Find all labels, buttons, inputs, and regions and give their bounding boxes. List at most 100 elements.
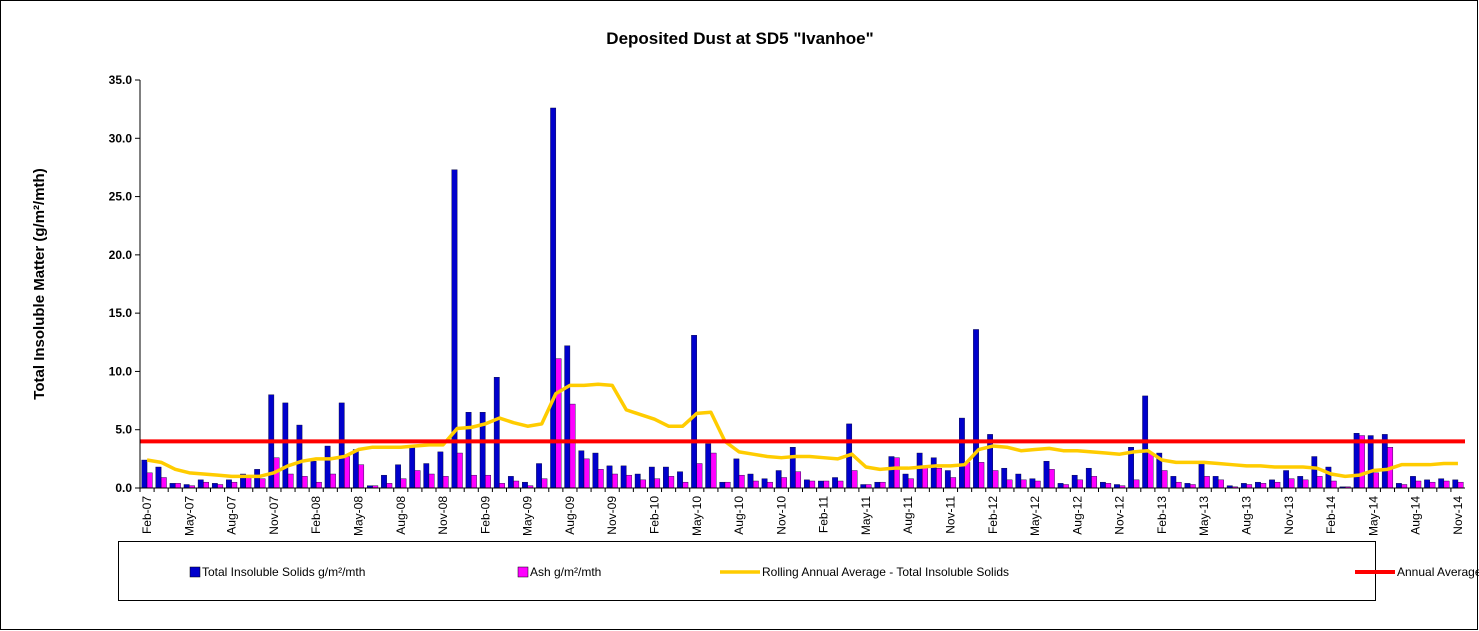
bar bbox=[648, 466, 655, 489]
y-tick-label: 30.0 bbox=[109, 131, 133, 145]
bar bbox=[705, 443, 712, 489]
bar bbox=[752, 480, 759, 489]
bar bbox=[1218, 479, 1224, 489]
bar bbox=[507, 476, 514, 489]
bar bbox=[175, 483, 181, 489]
bar bbox=[837, 480, 844, 489]
bar bbox=[1212, 476, 1219, 489]
bar bbox=[775, 470, 782, 489]
bar bbox=[1429, 481, 1436, 489]
bar bbox=[183, 484, 190, 489]
bar bbox=[1133, 479, 1140, 489]
bar bbox=[973, 329, 979, 489]
x-tick-label: Feb-07 bbox=[140, 496, 154, 534]
bar bbox=[141, 459, 148, 489]
bar bbox=[395, 464, 401, 489]
bar bbox=[832, 477, 838, 489]
x-tick-label: May-11 bbox=[859, 496, 873, 535]
bar bbox=[767, 481, 773, 489]
bar bbox=[1316, 476, 1323, 489]
legend-swatch bbox=[189, 566, 201, 578]
bar bbox=[428, 473, 435, 489]
bar bbox=[992, 470, 999, 489]
bar bbox=[823, 480, 830, 489]
bar bbox=[1063, 484, 1069, 489]
bar bbox=[569, 403, 576, 489]
bar bbox=[1114, 484, 1120, 489]
bar bbox=[1184, 483, 1191, 489]
bar bbox=[400, 478, 407, 489]
bar bbox=[522, 481, 528, 489]
bar bbox=[1015, 473, 1022, 489]
bar bbox=[950, 477, 957, 489]
bar bbox=[719, 481, 726, 489]
x-tick-label: Nov-09 bbox=[605, 496, 619, 535]
x-tick-label: Nov-11 bbox=[944, 496, 958, 534]
x-tick-label: May-13 bbox=[1197, 496, 1211, 536]
bar bbox=[936, 467, 942, 489]
x-tick-label: Aug-11 bbox=[901, 496, 915, 534]
y-tick-label: 10.0 bbox=[109, 364, 133, 378]
bar bbox=[1091, 476, 1098, 489]
bar bbox=[1246, 484, 1253, 489]
line bbox=[146, 382, 1458, 479]
bar bbox=[682, 481, 689, 489]
bar bbox=[146, 472, 153, 489]
bar bbox=[1325, 466, 1332, 489]
bar bbox=[1071, 474, 1078, 489]
bar bbox=[197, 479, 204, 489]
bar bbox=[414, 470, 421, 489]
bar bbox=[1240, 483, 1247, 489]
bar bbox=[761, 478, 768, 489]
bar bbox=[634, 473, 641, 489]
bar bbox=[536, 463, 542, 489]
x-tick-label: Aug-08 bbox=[394, 496, 408, 535]
bar bbox=[1373, 472, 1379, 489]
bar bbox=[677, 471, 683, 489]
bar bbox=[1189, 484, 1196, 489]
x-tick-label: Feb-10 bbox=[647, 496, 661, 534]
bar bbox=[612, 473, 618, 489]
bar bbox=[1330, 480, 1337, 489]
x-tick-label: Aug-13 bbox=[1240, 496, 1254, 535]
y-tick-label: 15.0 bbox=[109, 306, 133, 320]
bar bbox=[555, 358, 562, 489]
bar bbox=[381, 474, 387, 489]
x-tick-label: Nov-08 bbox=[436, 496, 450, 535]
bar bbox=[254, 469, 261, 489]
bar bbox=[795, 471, 802, 489]
bar bbox=[1269, 479, 1275, 489]
bar bbox=[696, 463, 703, 489]
chart-title: Deposited Dust at SD5 "Ivanhoe" bbox=[606, 29, 873, 48]
bar bbox=[902, 473, 909, 489]
bar bbox=[550, 107, 557, 489]
legend-label: Rolling Annual Average - Total Insoluble… bbox=[762, 565, 1009, 579]
bar bbox=[231, 481, 238, 489]
bar bbox=[818, 480, 824, 489]
bar bbox=[423, 463, 430, 489]
x-tick-label: Aug-12 bbox=[1070, 496, 1084, 535]
bar bbox=[1100, 481, 1106, 489]
bar bbox=[282, 402, 289, 489]
bar bbox=[944, 470, 951, 489]
x-tick-label: May-14 bbox=[1366, 496, 1380, 536]
bar bbox=[1020, 479, 1027, 489]
bar bbox=[640, 479, 646, 489]
bar bbox=[1311, 456, 1318, 489]
bar bbox=[893, 457, 900, 489]
bar bbox=[738, 474, 745, 489]
bar bbox=[1001, 467, 1008, 489]
bar bbox=[301, 476, 308, 489]
bar bbox=[287, 473, 294, 489]
x-tick-label: Aug-10 bbox=[732, 496, 746, 535]
x-tick-label: May-09 bbox=[521, 496, 535, 536]
bar bbox=[916, 452, 923, 489]
x-tick-label: Feb-13 bbox=[1155, 496, 1169, 534]
y-tick-label: 0.0 bbox=[115, 481, 132, 495]
bar bbox=[620, 465, 627, 489]
bar bbox=[879, 481, 886, 489]
bar bbox=[583, 458, 590, 489]
bar bbox=[437, 451, 444, 489]
bar bbox=[803, 479, 810, 489]
